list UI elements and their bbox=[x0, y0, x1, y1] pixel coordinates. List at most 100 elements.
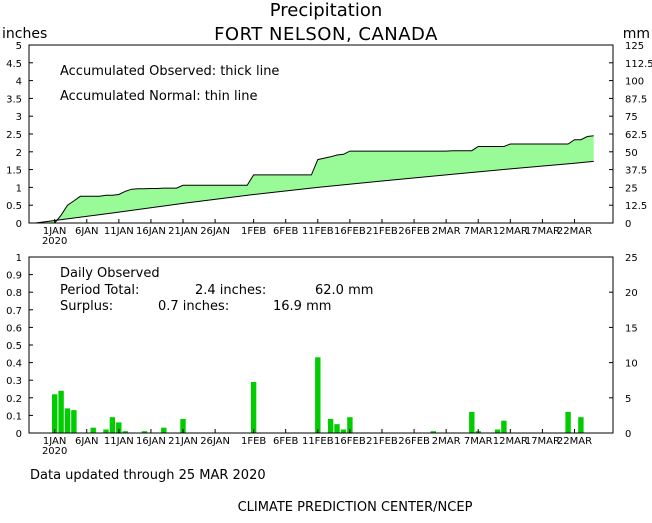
daily-bar bbox=[103, 429, 109, 433]
station-name: FORT NELSON, CANADA bbox=[214, 24, 438, 45]
tick-label: 3 bbox=[16, 112, 22, 123]
daily-bar bbox=[141, 431, 148, 433]
tick-label: 21FEB bbox=[366, 436, 398, 447]
tick-label: 15 bbox=[625, 323, 638, 334]
tick-label: 100 bbox=[625, 77, 644, 88]
bottom-x-axis: 1JAN 6JAN 11JAN 16JAN 21JAN 26JAN 1FEB 6FEB 11FE… bbox=[42, 429, 592, 457]
tick-label: 0.1 bbox=[6, 411, 22, 422]
tick-label: 37.5 bbox=[625, 166, 647, 177]
tick-label: 0.9 bbox=[6, 271, 22, 282]
daily-bar bbox=[64, 408, 71, 433]
daily-bar bbox=[116, 422, 122, 433]
tick-label: 4 bbox=[16, 77, 22, 88]
tick-label: 17MAR bbox=[525, 436, 560, 447]
tick-label: 0.2 bbox=[6, 394, 22, 405]
tick-label: 11FEB bbox=[302, 226, 334, 237]
tick-label: 16JAN bbox=[136, 436, 166, 447]
tick-label: 25 bbox=[625, 183, 638, 194]
tick-label: 10 bbox=[625, 359, 638, 370]
tick-label: 4.5 bbox=[6, 59, 22, 70]
tick-label: 11JAN bbox=[104, 226, 134, 237]
daily-bar-layer bbox=[52, 357, 584, 433]
tick-label: 25 bbox=[625, 253, 638, 264]
daily-bar bbox=[334, 424, 340, 433]
tick-label: 1 bbox=[16, 183, 22, 194]
tick-label: 16FEB bbox=[334, 436, 366, 447]
tick-label: 125 bbox=[625, 41, 644, 52]
daily-bar bbox=[578, 417, 584, 433]
bottom-right-axis: 0 5 10 15 20 25 bbox=[609, 253, 638, 440]
chart-title: Precipitation bbox=[270, 0, 383, 21]
tick-label: 21FEB bbox=[366, 226, 398, 237]
surplus-inches: 0.7 inches: bbox=[158, 299, 229, 314]
daily-bar bbox=[180, 418, 186, 433]
tick-label: 21JAN bbox=[168, 436, 198, 447]
daily-bar bbox=[469, 411, 475, 433]
tick-label: 2 bbox=[16, 148, 22, 159]
year-label: 2020 bbox=[42, 446, 67, 457]
left-unit-label: inches bbox=[2, 26, 47, 42]
surplus-mm: 16.9 mm bbox=[273, 299, 331, 314]
tick-label: 0.3 bbox=[6, 376, 22, 387]
daily-bar bbox=[52, 394, 58, 433]
tick-label: 21JAN bbox=[168, 226, 198, 237]
observed-area-layer bbox=[35, 135, 594, 223]
daily-legend-title: Daily Observed bbox=[60, 266, 160, 281]
daily-bar bbox=[90, 427, 96, 433]
observed-annotation: Accumulated Observed: thick line bbox=[60, 64, 279, 79]
tick-label: 6FEB bbox=[273, 226, 298, 237]
daily-bar bbox=[347, 417, 353, 433]
tick-label: 75 bbox=[625, 112, 638, 123]
accumulated-panel: 0 0.5 1 1.5 2 2.5 3 3.5 4 4.5 5 0 12.5 25 37.5 50 62.5 7… bbox=[6, 41, 652, 247]
update-note: Data updated through 25 MAR 2020 bbox=[30, 468, 266, 483]
tick-label: 12MAR bbox=[493, 226, 528, 237]
daily-bar bbox=[71, 410, 77, 433]
tick-label: 0.6 bbox=[6, 323, 22, 334]
tick-label: 0.5 bbox=[6, 201, 22, 212]
tick-label: 11FEB bbox=[302, 436, 334, 447]
period-total-mm: 62.0 mm bbox=[315, 283, 373, 298]
tick-label: 1FEB bbox=[241, 436, 266, 447]
tick-label: 16JAN bbox=[136, 226, 166, 237]
tick-label: 26JAN bbox=[200, 436, 230, 447]
tick-label: 5 bbox=[625, 394, 631, 405]
tick-label: 1JAN bbox=[43, 436, 66, 447]
source-credit: CLIMATE PREDICTION CENTER/NCEP bbox=[238, 500, 473, 515]
tick-label: 0.5 bbox=[6, 341, 22, 352]
tick-label: 0 bbox=[16, 219, 22, 230]
tick-label: 22MAR bbox=[557, 436, 592, 447]
tick-label: 62.5 bbox=[625, 130, 647, 141]
normal-series-line bbox=[35, 160, 594, 224]
tick-label: 12.5 bbox=[625, 201, 647, 212]
observed-surplus-area bbox=[35, 135, 594, 223]
tick-label: 16FEB bbox=[334, 226, 366, 237]
daily-bar bbox=[109, 417, 116, 433]
tick-label: 22MAR bbox=[557, 226, 592, 237]
period-total-label: Period Total: bbox=[60, 283, 139, 298]
daily-bar bbox=[315, 357, 321, 433]
tick-label: 20 bbox=[625, 288, 638, 299]
tick-label: 0 bbox=[625, 429, 631, 440]
year-label: 2020 bbox=[42, 236, 67, 247]
tick-label: 0.4 bbox=[6, 359, 22, 370]
tick-label: 0 bbox=[625, 219, 631, 230]
tick-label: 26FEB bbox=[398, 436, 430, 447]
tick-label: 1FEB bbox=[241, 226, 266, 237]
top-left-axis: 0 0.5 1 1.5 2 2.5 3 3.5 4 4.5 5 bbox=[6, 41, 33, 230]
series-line-layer bbox=[35, 135, 594, 224]
daily-bar bbox=[430, 431, 436, 433]
tick-label: 17MAR bbox=[525, 226, 560, 237]
tick-label: 50 bbox=[625, 148, 638, 159]
tick-label: 1JAN bbox=[43, 226, 66, 237]
daily-bar bbox=[58, 390, 64, 433]
tick-label: 7MAR bbox=[464, 226, 493, 237]
tick-label: 7MAR bbox=[464, 436, 493, 447]
tick-label: 11JAN bbox=[104, 436, 134, 447]
tick-label: 6JAN bbox=[75, 226, 98, 237]
top-x-axis: 1JAN 6JAN 11JAN 16JAN 21JAN 26JAN 1FEB 6FEB 11FE… bbox=[42, 219, 592, 247]
top-right-axis: 0 12.5 25 37.5 50 62.5 75 87.5 100 112.5 125 bbox=[609, 41, 652, 230]
tick-label: 2MAR bbox=[432, 226, 461, 237]
daily-panel: 0 0.1 0.2 0.3 0.4 0.5 0.6 0.7 0.8 0.9 1 0 5 10 15 20 25… bbox=[6, 253, 638, 457]
